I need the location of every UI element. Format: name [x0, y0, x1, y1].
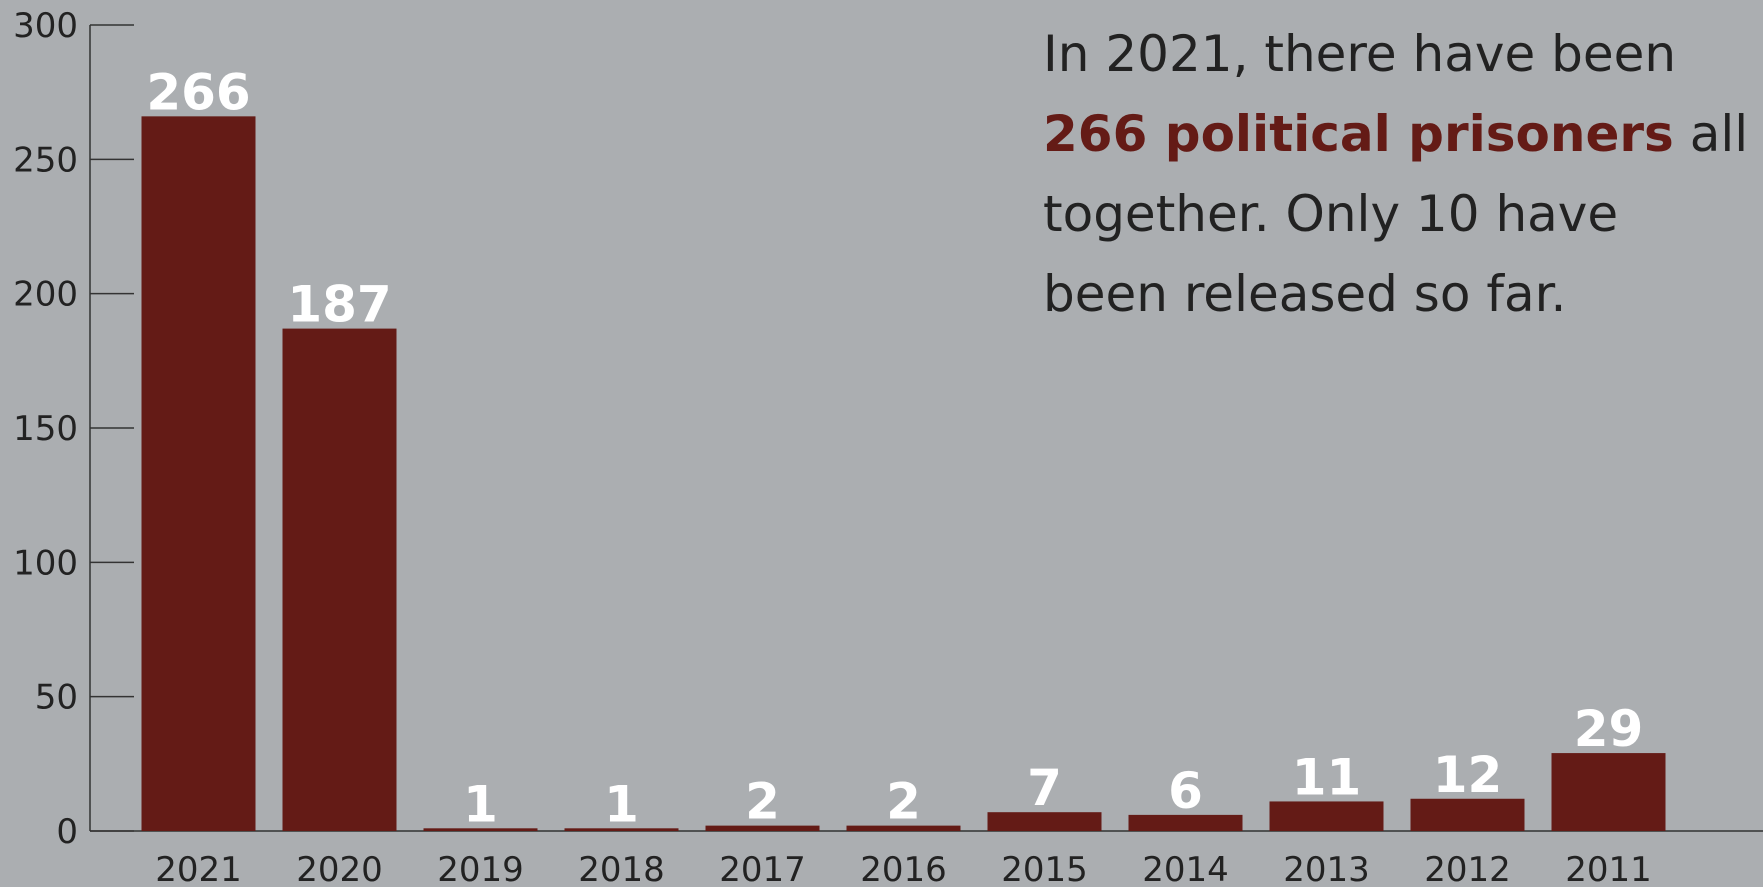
bar — [564, 828, 679, 831]
y-tick-label: 50 — [35, 678, 78, 718]
y-tick-label: 0 — [56, 812, 78, 852]
y-tick-label: 300 — [13, 6, 78, 46]
bar-value-label: 266 — [146, 63, 250, 121]
bar — [141, 116, 256, 831]
x-tick-label: 2015 — [1001, 850, 1088, 887]
bar-value-label: 2 — [745, 773, 780, 831]
x-tick-label: 2011 — [1565, 850, 1652, 887]
bar-value-label: 7 — [1027, 759, 1062, 817]
x-tick-label: 2014 — [1142, 850, 1229, 887]
bar — [846, 825, 961, 831]
bar — [1551, 753, 1666, 831]
annotation-text-before: In 2021, there have been — [1043, 25, 1677, 83]
bar — [705, 825, 820, 831]
x-tick-label: 2017 — [719, 850, 806, 887]
bar-value-label: 11 — [1292, 748, 1362, 806]
y-tick-label: 250 — [13, 140, 78, 180]
x-tick-label: 2020 — [296, 850, 383, 887]
x-tick-label: 2021 — [155, 850, 242, 887]
bar — [1269, 801, 1384, 831]
bar — [423, 828, 538, 831]
bar — [987, 812, 1102, 831]
bar — [282, 328, 397, 831]
x-tick-label: 2018 — [578, 850, 665, 887]
bar — [1410, 798, 1525, 831]
x-tick-label: 2013 — [1283, 850, 1370, 887]
bar-value-label: 1 — [463, 775, 498, 833]
y-tick-label: 150 — [13, 409, 78, 449]
bar-value-label: 187 — [287, 276, 391, 334]
bar-value-label: 2 — [886, 773, 921, 831]
x-tick-label: 2019 — [437, 850, 524, 887]
x-tick-label: 2016 — [860, 850, 947, 887]
bar-value-label: 12 — [1433, 746, 1503, 804]
bar-value-label: 29 — [1574, 700, 1644, 758]
x-tick-label: 2012 — [1424, 850, 1511, 887]
bar-value-label: 1 — [604, 775, 639, 833]
y-tick-label: 200 — [13, 275, 78, 315]
bar — [1128, 814, 1243, 831]
annotation-text-after: all together. Only 10 have been released… — [1043, 105, 1749, 323]
y-tick-label: 100 — [13, 543, 78, 583]
annotation-highlight: 266 political prisoners — [1043, 105, 1674, 163]
annotation-text: In 2021, there have been 266 political p… — [1043, 14, 1753, 334]
bar-value-label: 6 — [1168, 762, 1203, 820]
